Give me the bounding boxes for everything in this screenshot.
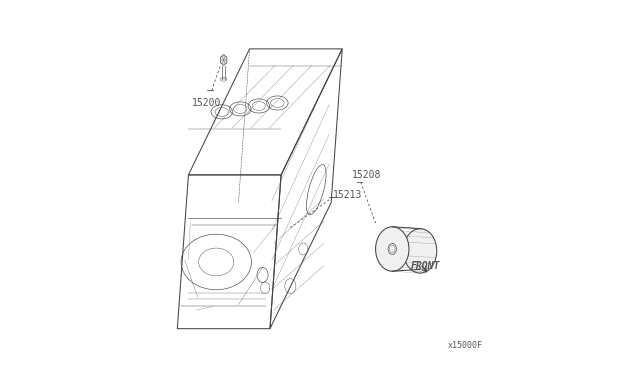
Ellipse shape xyxy=(376,227,409,271)
Text: x15000F: x15000F xyxy=(448,341,483,350)
Text: 15200: 15200 xyxy=(192,97,221,108)
Ellipse shape xyxy=(403,229,436,273)
Ellipse shape xyxy=(388,243,396,254)
Text: FRONT: FRONT xyxy=(411,261,440,271)
Text: 15213: 15213 xyxy=(333,190,362,200)
Text: 15208: 15208 xyxy=(351,170,381,180)
Polygon shape xyxy=(220,54,227,65)
